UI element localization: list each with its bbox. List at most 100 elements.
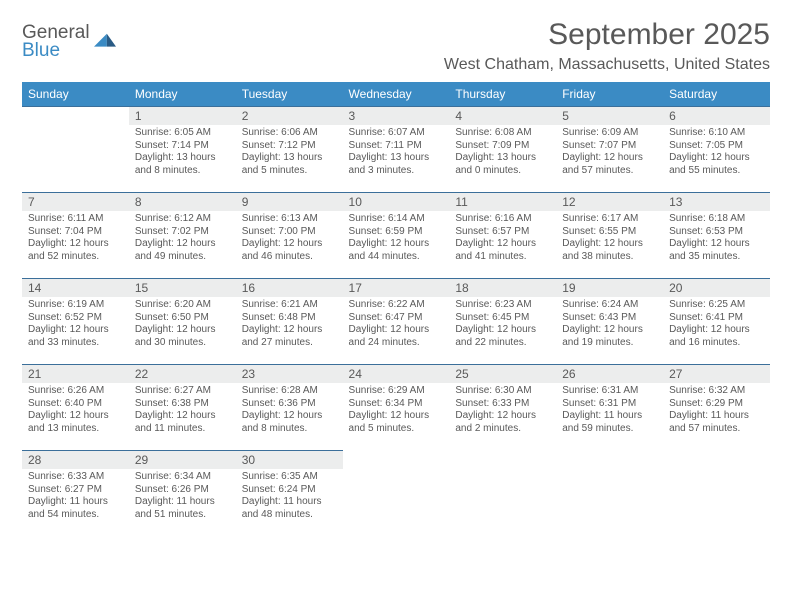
calendar-cell [556,451,663,537]
calendar-cell [22,107,129,193]
title-block: September 2025 West Chatham, Massachuset… [444,18,770,74]
calendar-cell: 15 Sunrise: 6:20 AMSunset: 6:50 PMDayligh… [129,279,236,365]
cell-content: Sunrise: 6:10 AMSunset: 7:05 PMDaylight:… [669,127,764,177]
day-number: 6 [663,107,770,125]
calendar-week: 21 Sunrise: 6:26 AMSunset: 6:40 PMDayligh… [22,365,770,451]
logo: General Blue [22,24,116,60]
calendar-cell: 24 Sunrise: 6:29 AMSunset: 6:34 PMDayligh… [343,365,450,451]
logo-mark-icon [94,33,116,51]
cell-content: Sunrise: 6:21 AMSunset: 6:48 PMDaylight:… [242,299,337,349]
calendar-table: SundayMondayTuesdayWednesdayThursdayFrid… [22,82,770,537]
cell-content: Sunrise: 6:14 AMSunset: 6:59 PMDaylight:… [349,213,444,263]
calendar-cell: 5 Sunrise: 6:09 AMSunset: 7:07 PMDaylight… [556,107,663,193]
cell-content: Sunrise: 6:12 AMSunset: 7:02 PMDaylight:… [135,213,230,263]
day-number: 21 [22,365,129,383]
day-number: 9 [236,193,343,211]
month-title: September 2025 [444,18,770,52]
calendar-cell [343,451,450,537]
cell-content: Sunrise: 6:06 AMSunset: 7:12 PMDaylight:… [242,127,337,177]
cell-content: Sunrise: 6:30 AMSunset: 6:33 PMDaylight:… [455,385,550,435]
day-number: 26 [556,365,663,383]
calendar-cell: 13Sunrise: 6:18 AMSunset: 6:53 PMDayligh… [663,193,770,279]
cell-content: Sunrise: 6:35 AMSunset: 6:24 PMDaylight:… [242,471,337,521]
calendar-cell: 22 Sunrise: 6:27 AMSunset: 6:38 PMDayligh… [129,365,236,451]
calendar-cell: 14Sunrise: 6:19 AMSunset: 6:52 PMDayligh… [22,279,129,365]
cell-content: Sunrise: 6:09 AMSunset: 7:07 PMDaylight:… [562,127,657,177]
day-header: Monday [129,82,236,107]
cell-content: Sunrise: 6:27 AMSunset: 6:38 PMDaylight:… [135,385,230,435]
calendar-thead: SundayMondayTuesdayWednesdayThursdayFrid… [22,82,770,107]
calendar-cell: 9 Sunrise: 6:13 AMSunset: 7:00 PMDaylight… [236,193,343,279]
cell-content: Sunrise: 6:32 AMSunset: 6:29 PMDaylight:… [669,385,764,435]
calendar-cell: 1 Sunrise: 6:05 AMSunset: 7:14 PMDaylight… [129,107,236,193]
cell-content: Sunrise: 6:19 AMSunset: 6:52 PMDaylight:… [28,299,123,349]
logo-line2: Blue [22,42,90,60]
day-number: 30 [236,451,343,469]
day-number: 19 [556,279,663,297]
day-header: Saturday [663,82,770,107]
location: West Chatham, Massachusetts, United Stat… [444,56,770,74]
cell-content: Sunrise: 6:31 AMSunset: 6:31 PMDaylight:… [562,385,657,435]
day-number: 20 [663,279,770,297]
calendar-cell: 10Sunrise: 6:14 AMSunset: 6:59 PMDayligh… [343,193,450,279]
calendar-cell: 23Sunrise: 6:28 AMSunset: 6:36 PMDayligh… [236,365,343,451]
calendar-cell: 30 Sunrise: 6:35 AMSunset: 6:24 PMDayligh… [236,451,343,537]
day-number: 16 [236,279,343,297]
day-number: 18 [449,279,556,297]
calendar-page: General Blue September 2025 West Chatham… [0,0,792,555]
calendar-cell: 16 Sunrise: 6:21 AMSunset: 6:48 PMDayligh… [236,279,343,365]
cell-content: Sunrise: 6:16 AMSunset: 6:57 PMDaylight:… [455,213,550,263]
day-number: 24 [343,365,450,383]
day-number: 28 [22,451,129,469]
calendar-week: 1 Sunrise: 6:05 AMSunset: 7:14 PMDaylight… [22,107,770,193]
day-number: 15 [129,279,236,297]
calendar-cell: 7 Sunrise: 6:11 AMSunset: 7:04 PMDaylight… [22,193,129,279]
calendar-cell: 8 Sunrise: 6:12 AMSunset: 7:02 PMDaylight… [129,193,236,279]
cell-content: Sunrise: 6:13 AMSunset: 7:00 PMDaylight:… [242,213,337,263]
day-number: 7 [22,193,129,211]
day-number: 3 [343,107,450,125]
day-header: Wednesday [343,82,450,107]
day-number: 11 [449,193,556,211]
calendar-cell [449,451,556,537]
calendar-cell: 19Sunrise: 6:24 AMSunset: 6:43 PMDayligh… [556,279,663,365]
calendar-cell: 6 Sunrise: 6:10 AMSunset: 7:05 PMDaylight… [663,107,770,193]
cell-content: Sunrise: 6:28 AMSunset: 6:36 PMDaylight:… [242,385,337,435]
calendar-week: 7 Sunrise: 6:11 AMSunset: 7:04 PMDaylight… [22,193,770,279]
calendar-cell: 12 Sunrise: 6:17 AMSunset: 6:55 PMDayligh… [556,193,663,279]
calendar-cell: 29Sunrise: 6:34 AMSunset: 6:26 PMDayligh… [129,451,236,537]
cell-content: Sunrise: 6:26 AMSunset: 6:40 PMDaylight:… [28,385,123,435]
day-number: 8 [129,193,236,211]
day-number: 5 [556,107,663,125]
day-number: 2 [236,107,343,125]
cell-content: Sunrise: 6:18 AMSunset: 6:53 PMDaylight:… [669,213,764,263]
cell-content: Sunrise: 6:29 AMSunset: 6:34 PMDaylight:… [349,385,444,435]
day-number: 17 [343,279,450,297]
calendar-cell: 17 Sunrise: 6:22 AMSunset: 6:47 PMDayligh… [343,279,450,365]
calendar-cell: 2 Sunrise: 6:06 AMSunset: 7:12 PMDaylight… [236,107,343,193]
cell-content: Sunrise: 6:17 AMSunset: 6:55 PMDaylight:… [562,213,657,263]
day-number: 22 [129,365,236,383]
day-header: Tuesday [236,82,343,107]
calendar-cell: 25 Sunrise: 6:30 AMSunset: 6:33 PMDayligh… [449,365,556,451]
cell-content: Sunrise: 6:11 AMSunset: 7:04 PMDaylight:… [28,213,123,263]
day-number: 12 [556,193,663,211]
calendar-cell: 3 Sunrise: 6:07 AMSunset: 7:11 PMDaylight… [343,107,450,193]
header-row: General Blue September 2025 West Chatham… [22,18,770,74]
calendar-cell: 18 Sunrise: 6:23 AMSunset: 6:45 PMDayligh… [449,279,556,365]
day-number: 29 [129,451,236,469]
cell-content: Sunrise: 6:23 AMSunset: 6:45 PMDaylight:… [455,299,550,349]
calendar-cell [663,451,770,537]
cell-content: Sunrise: 6:33 AMSunset: 6:27 PMDaylight:… [28,471,123,521]
day-number: 1 [129,107,236,125]
calendar-week: 14Sunrise: 6:19 AMSunset: 6:52 PMDayligh… [22,279,770,365]
cell-content: Sunrise: 6:05 AMSunset: 7:14 PMDaylight:… [135,127,230,177]
cell-content: Sunrise: 6:07 AMSunset: 7:11 PMDaylight:… [349,127,444,177]
cell-content: Sunrise: 6:20 AMSunset: 6:50 PMDaylight:… [135,299,230,349]
day-number: 25 [449,365,556,383]
calendar-cell: 11 Sunrise: 6:16 AMSunset: 6:57 PMDayligh… [449,193,556,279]
cell-content: Sunrise: 6:22 AMSunset: 6:47 PMDaylight:… [349,299,444,349]
day-number: 4 [449,107,556,125]
calendar-cell: 4Sunrise: 6:08 AMSunset: 7:09 PMDaylight… [449,107,556,193]
day-header: Thursday [449,82,556,107]
